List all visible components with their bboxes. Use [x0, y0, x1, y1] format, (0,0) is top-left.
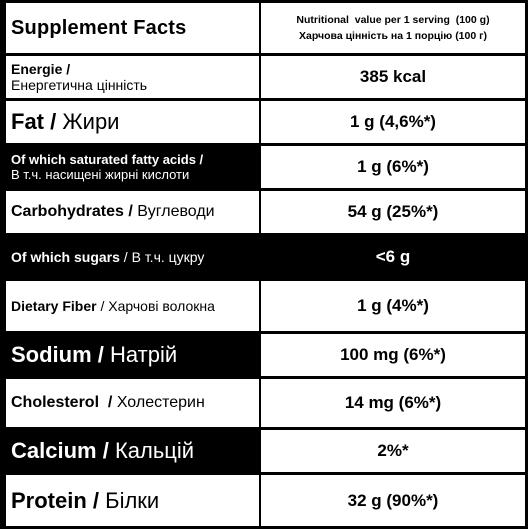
nutrient-label-sodium: Sodium / Натрій — [6, 334, 259, 376]
nutrient-value: 100 mg (6%*) — [340, 345, 446, 364]
nutrient-value: 1 g (6%*) — [357, 157, 429, 176]
nutrient-value-saturated-fat: 1 g (6%*) — [261, 146, 525, 188]
nutrient-value-dietary-fiber: 1 g (4%*) — [261, 281, 525, 331]
nutrient-name-ua: В т.ч. цукру — [131, 249, 205, 265]
nutrient-name-en: Calcium — [11, 438, 97, 463]
nutrient-value: 32 g (90%*) — [347, 490, 439, 510]
serving-header-en: Nutritional value per 1 serving (100 g) — [296, 14, 490, 26]
nutrient-name-ua: Холестерин — [116, 394, 205, 411]
nutrient-value-fat: 1 g (4,6%*) — [261, 101, 525, 143]
nutrient-label-fat: Fat / Жири — [6, 101, 259, 143]
nutrient-value-sugars: <6 g — [261, 236, 525, 278]
nutrient-label-carbohydrates: Carbohydrates / Вуглеводи — [6, 191, 259, 233]
label-separator: / — [119, 249, 132, 265]
nutrient-name-en: Protein — [11, 487, 87, 513]
label-separator: / — [96, 438, 115, 463]
serving-header-cell: Nutritional value per 1 serving (100 g) … — [261, 3, 525, 53]
nutrient-value: 2%* — [377, 441, 409, 460]
label-separator: / — [96, 298, 109, 314]
nutrient-name-en: Sodium — [11, 342, 92, 367]
nutrient-value: 1 g (4%*) — [357, 296, 429, 315]
nutrient-name-en: Energie / — [11, 61, 71, 77]
nutrient-value-energie: 385 kcal — [261, 56, 525, 98]
nutrient-value-cholesterol: 14 mg (6%*) — [261, 379, 525, 427]
nutrient-name-en: Fat — [11, 109, 44, 134]
nutrient-name-en: Dietary Fiber — [11, 298, 97, 314]
nutrient-value-sodium: 100 mg (6%*) — [261, 334, 525, 376]
nutrient-name-ua: Білки — [105, 487, 160, 513]
nutrient-value: 14 mg (6%*) — [344, 393, 442, 412]
label-separator: / — [86, 487, 106, 513]
nutrient-value: <6 g — [375, 247, 411, 266]
nutrient-name-en: Carbohydrates — [11, 203, 124, 220]
nutrient-name-ua: В т.ч. насищені жирні кислоти — [11, 167, 190, 182]
nutrient-value: 1 g (4,6%*) — [350, 112, 436, 131]
nutrient-label-dietary-fiber: Dietary Fiber / Харчові волокна — [6, 281, 259, 331]
nutrient-name-ua: Кальцій — [114, 438, 195, 463]
nutrient-label-protein: Protein / Білки — [6, 475, 259, 526]
nutrient-label-energie: Energie / Енергетична цінність — [6, 56, 259, 98]
nutrient-name-en: Of which saturated fatty acids / — [11, 152, 204, 167]
nutrient-name-en: Of which sugars — [11, 249, 120, 265]
nutrient-name-ua: Енергетична цінність — [11, 77, 148, 93]
title-cell: Supplement Facts — [6, 3, 259, 53]
serving-header-ua: Харчова цінність на 1 порцію (100 г) — [299, 30, 487, 42]
nutrient-value-calcium: 2%* — [261, 430, 525, 472]
label-separator: / — [91, 342, 111, 367]
nutrient-name-ua: Харчові волокна — [108, 298, 215, 314]
label-separator: / — [123, 203, 138, 220]
label-separator: / — [44, 109, 63, 134]
label-separator: / — [103, 394, 117, 411]
nutrient-value: 54 g (25%*) — [347, 202, 439, 221]
nutrient-value: 385 kcal — [359, 67, 427, 86]
nutrient-name-ua: Вуглеводи — [137, 203, 215, 220]
panel-title: Supplement Facts — [11, 16, 187, 39]
nutrient-label-calcium: Calcium / Кальцій — [6, 430, 259, 472]
nutrient-label-sugars: Of which sugars / В т.ч. цукру — [6, 236, 259, 278]
nutrient-name-ua: Натрій — [110, 342, 178, 367]
nutrient-name-en: Cholesterol — [11, 394, 104, 411]
nutrient-name-ua: Жири — [62, 109, 120, 134]
nutrient-value-protein: 32 g (90%*) — [261, 475, 525, 526]
nutrient-label-cholesterol: Cholesterol / Холестерин — [6, 379, 259, 427]
nutrient-label-saturated-fat: Of which saturated fatty acids / В т.ч. … — [6, 146, 259, 188]
nutrient-value-carbohydrates: 54 g (25%*) — [261, 191, 525, 233]
